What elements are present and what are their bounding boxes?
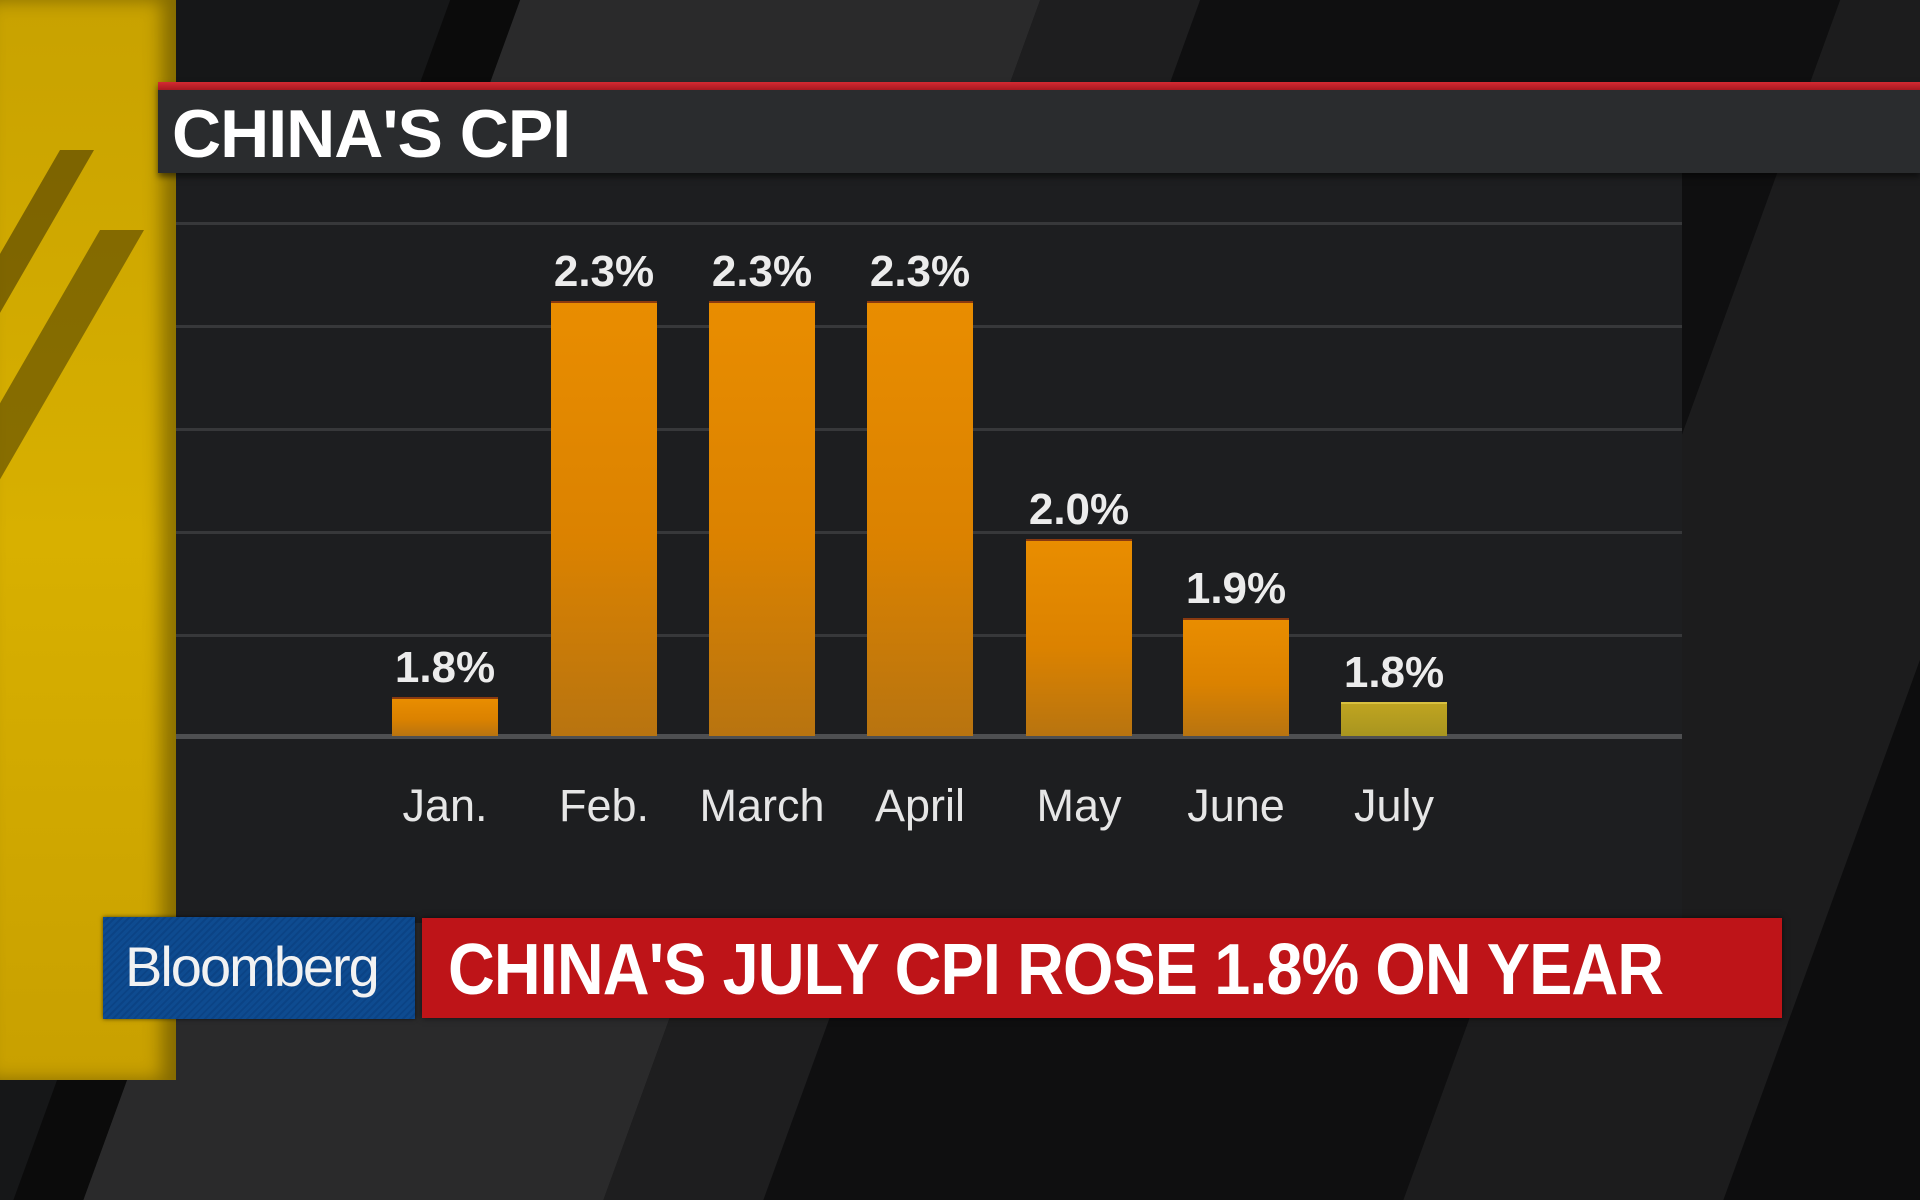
bar-june [1183,618,1289,736]
chart-title: CHINA'S CPI [172,96,571,172]
x-tick-label: March [699,780,825,831]
value-label: 2.3% [711,247,813,296]
side-accent-stripe [0,0,176,1080]
bar-may [1026,539,1132,736]
x-axis-baseline [176,734,1682,739]
bar-july [1341,702,1447,736]
value-label: 2.3% [553,247,655,296]
bar-march [709,301,815,736]
headline-banner: CHINA'S JULY CPI ROSE 1.8% ON YEAR [422,918,1782,1018]
headline-text: CHINA'S JULY CPI ROSE 1.8% ON YEAR [448,930,1664,1010]
value-label: 2.0% [1028,485,1130,534]
title-accent-rule [158,82,1920,90]
bar-jan [392,697,498,736]
x-tick-label: April [874,780,966,831]
value-label: 1.8% [1343,648,1445,697]
value-label: 2.3% [869,247,971,296]
gridline [176,222,1682,225]
bar-april [867,301,973,736]
value-label: 1.9% [1185,564,1287,613]
x-tick-label: Jan. [402,780,488,831]
x-tick-label: June [1187,780,1285,831]
bar-feb [551,301,657,736]
x-tick-label: May [1036,780,1122,831]
chart-panel: 1.8% 2.3% 2.3% 2.3% 2.0% 1.9% 1.8% Jan. … [176,173,1682,923]
chart-title-bar: CHINA'S CPI [158,82,1920,173]
value-label: 1.8% [394,643,496,692]
x-tick-label: July [1353,780,1435,831]
x-tick-label: Feb. [558,780,650,831]
bloomberg-logo: Bloomberg [103,917,415,1019]
logo-text: Bloomberg [125,935,380,998]
